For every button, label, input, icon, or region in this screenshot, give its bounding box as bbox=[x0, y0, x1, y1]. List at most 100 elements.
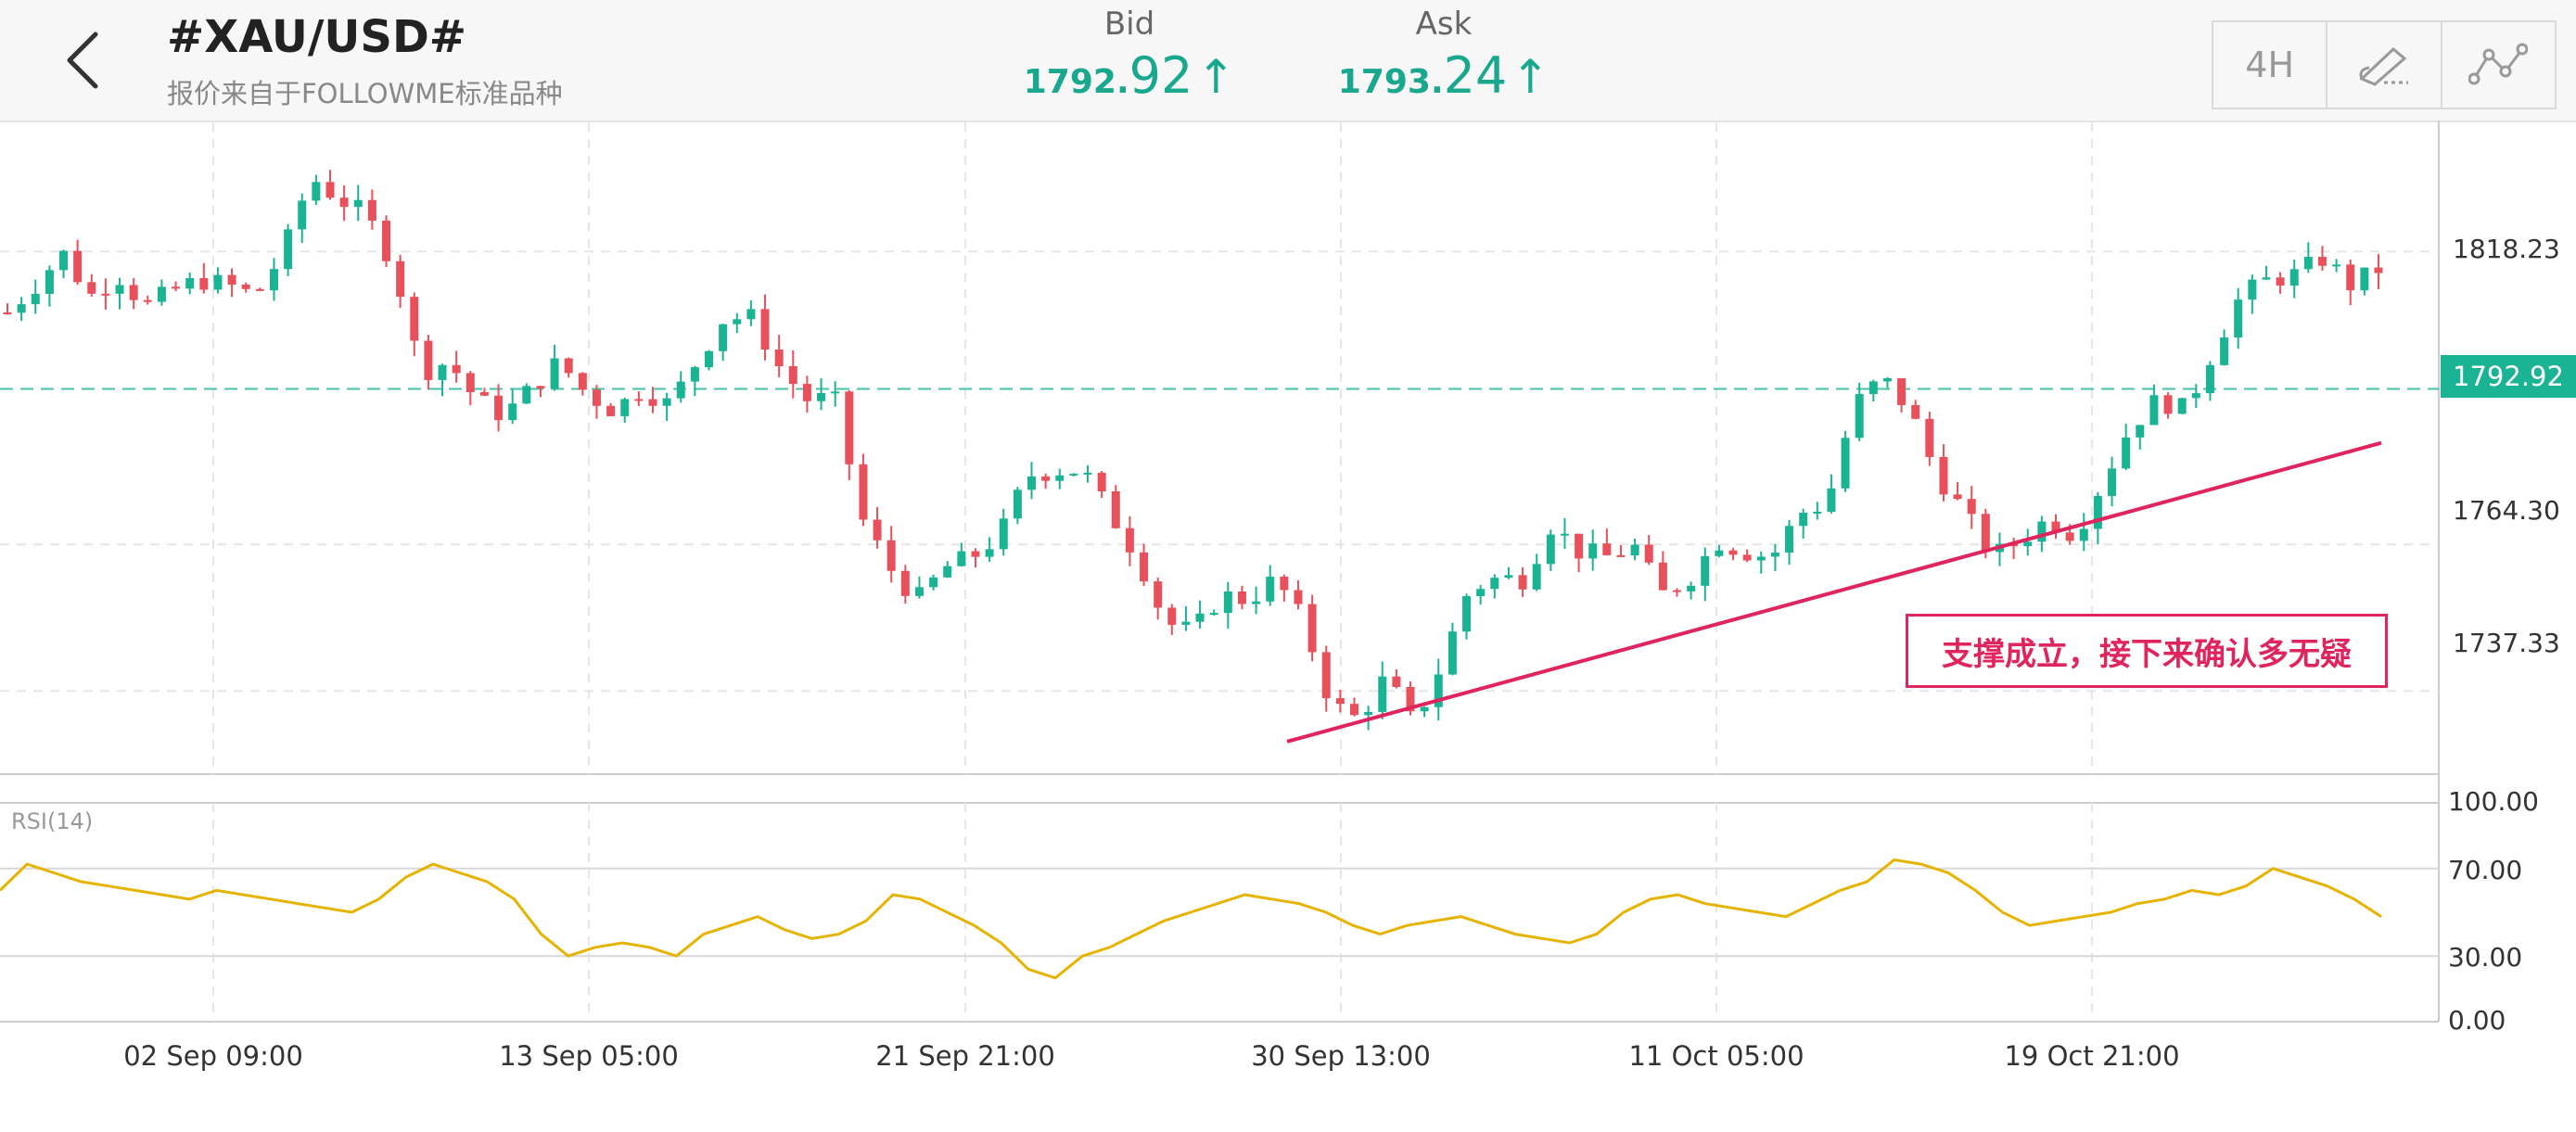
candle bbox=[592, 385, 601, 419]
candle bbox=[1715, 544, 1724, 558]
candle bbox=[339, 184, 349, 222]
x-tick-label: 21 Sep 21:00 bbox=[875, 1040, 1055, 1072]
candle bbox=[227, 268, 236, 298]
candle bbox=[1868, 379, 1878, 402]
chart-grid bbox=[0, 121, 2440, 1023]
candle bbox=[1742, 549, 1752, 563]
candle bbox=[2051, 514, 2060, 540]
candle bbox=[900, 565, 910, 604]
candle bbox=[1335, 689, 1345, 713]
candle bbox=[1069, 473, 1078, 477]
candle bbox=[873, 506, 882, 549]
candle bbox=[2234, 287, 2243, 350]
candle bbox=[802, 375, 811, 413]
current-price-tag: 1792.92 bbox=[2441, 355, 2576, 398]
candle bbox=[564, 357, 573, 378]
indicator-button[interactable] bbox=[2442, 22, 2555, 108]
y-tick-label: 1764.30 bbox=[2453, 495, 2560, 526]
candle bbox=[1280, 574, 1289, 602]
candle bbox=[1630, 538, 1639, 561]
candle bbox=[1644, 534, 1653, 566]
candle bbox=[2346, 259, 2355, 306]
candle bbox=[1055, 468, 1065, 490]
candle bbox=[971, 548, 980, 568]
candle bbox=[1799, 508, 1808, 539]
ask-up-arrow-icon: ↑ bbox=[1511, 50, 1550, 104]
candle bbox=[1658, 551, 1667, 591]
candle bbox=[1476, 584, 1486, 605]
candle bbox=[87, 273, 96, 297]
support-trendline bbox=[1286, 440, 2382, 744]
candle bbox=[831, 381, 840, 407]
candle bbox=[31, 279, 40, 314]
candle bbox=[2079, 513, 2088, 552]
candle bbox=[1252, 586, 1261, 615]
candle bbox=[2360, 267, 2369, 296]
annotation-callout: 支撑成立，接下来确认多无疑 bbox=[1906, 614, 2388, 688]
back-button[interactable] bbox=[51, 23, 125, 97]
candle bbox=[845, 390, 854, 480]
candle bbox=[2108, 456, 2117, 507]
candle bbox=[733, 312, 742, 334]
bid-up-arrow-icon: ↑ bbox=[1196, 50, 1236, 104]
candle bbox=[859, 453, 868, 527]
pen-ruler-icon bbox=[2359, 46, 2408, 86]
drawing-tool-button[interactable] bbox=[2327, 22, 2442, 108]
candle bbox=[1349, 697, 1358, 717]
candle bbox=[73, 239, 83, 286]
chevron-left-icon bbox=[67, 32, 98, 89]
candle bbox=[578, 372, 587, 396]
candle bbox=[2023, 528, 2033, 556]
candle bbox=[690, 365, 699, 397]
bid-price-minor: 92 bbox=[1129, 46, 1193, 105]
candle bbox=[367, 189, 376, 230]
candle bbox=[719, 324, 728, 362]
candle bbox=[914, 576, 924, 599]
candle bbox=[2149, 384, 2159, 426]
x-tick-label: 30 Sep 13:00 bbox=[1251, 1040, 1431, 1072]
candle bbox=[1701, 547, 1710, 602]
candle bbox=[2220, 329, 2229, 366]
candle bbox=[494, 384, 504, 432]
candle bbox=[1307, 594, 1317, 662]
candle bbox=[1841, 430, 1850, 492]
candle bbox=[1546, 529, 1555, 571]
candle bbox=[508, 388, 517, 425]
candle bbox=[985, 537, 994, 563]
header-bar: #XAU/USD# 报价来自于FOLLOWME标准品种 Bid 1792.92↑… bbox=[0, 0, 2576, 122]
candle bbox=[676, 371, 685, 403]
timeframe-button[interactable]: 4H bbox=[2213, 22, 2328, 108]
candle bbox=[241, 282, 250, 293]
candle bbox=[2374, 254, 2383, 289]
candle bbox=[1140, 543, 1149, 586]
ask-price-major: 1793. bbox=[1337, 63, 1444, 101]
candle bbox=[788, 350, 797, 399]
candle bbox=[1154, 578, 1163, 620]
candle bbox=[17, 297, 26, 322]
candle bbox=[886, 526, 896, 583]
candle bbox=[1602, 528, 1612, 556]
rsi-line bbox=[0, 858, 2382, 980]
candle bbox=[298, 193, 307, 244]
candle bbox=[1953, 481, 1962, 501]
candle bbox=[284, 223, 293, 276]
candle bbox=[1266, 565, 1275, 606]
bid-label: Bid bbox=[1103, 6, 1155, 43]
candle bbox=[1827, 474, 1836, 514]
candle bbox=[1575, 533, 1584, 573]
candle bbox=[396, 254, 405, 309]
candle bbox=[2163, 392, 2173, 419]
candle bbox=[1616, 545, 1626, 557]
candle bbox=[213, 267, 223, 294]
y-tick-label: 1737.33 bbox=[2453, 628, 2560, 658]
candle bbox=[1687, 581, 1696, 600]
candle bbox=[438, 363, 447, 397]
bid-price-major: 1792. bbox=[1023, 63, 1129, 101]
candle bbox=[312, 174, 321, 206]
candle bbox=[157, 279, 166, 306]
candle bbox=[1209, 609, 1218, 617]
candle bbox=[999, 508, 1008, 556]
x-tick-label: 02 Sep 09:00 bbox=[123, 1040, 303, 1072]
candle bbox=[1756, 551, 1766, 574]
